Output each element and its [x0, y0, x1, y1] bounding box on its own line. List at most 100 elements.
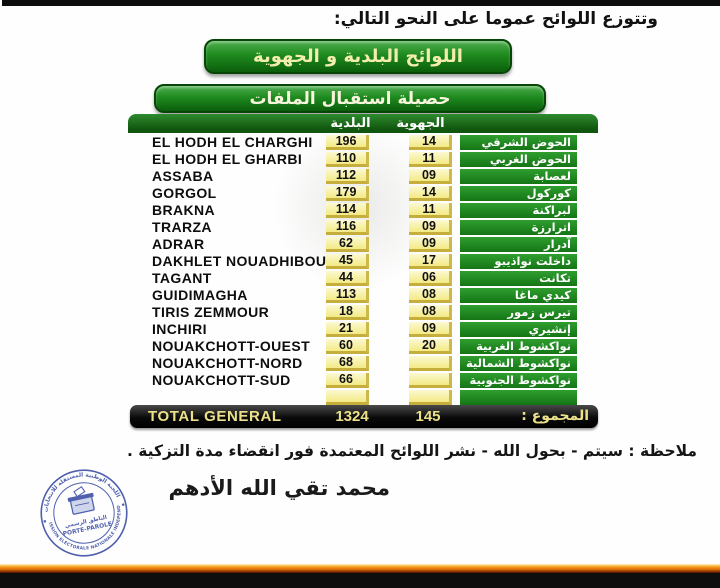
signature-name: محمد تقي الله الأدهم	[168, 476, 390, 500]
table-row: EL HODH EL CHARGHI 196 14 الحوض الشرقي	[130, 134, 600, 151]
jihawiya-count-cell	[409, 390, 452, 405]
ballot-box-icon	[67, 485, 95, 515]
region-name-latin: BRAKNA	[152, 202, 216, 218]
jihawiya-count-cell: 20	[409, 339, 452, 354]
jihawiya-count-cell: 11	[409, 152, 452, 167]
baladiya-count-cell: 113	[326, 288, 369, 303]
jihawiya-count-cell: 11	[409, 203, 452, 218]
note-text: ملاحظة : سيتم - بحول الله - نشر اللوائح …	[126, 442, 697, 460]
table-row: NOUAKCHOTT-SUD 66 نواكشوط الجنوبية	[130, 372, 600, 389]
table-row: DAKHLET NOUADHIBOU 45 17 داخلت نواذيبو	[130, 253, 600, 270]
total-label-arabic: المجموع :	[521, 408, 589, 424]
region-name-latin: TIRIS ZEMMOUR	[152, 304, 270, 320]
jihawiya-count-cell: 09	[409, 322, 452, 337]
baladiya-count-cell: 66	[326, 373, 369, 388]
intro-text: وتتوزع اللوائح عموما على النحو التالي:	[333, 9, 658, 29]
table-row: INCHIRI 21 09 إنشيري	[130, 321, 600, 338]
baladiya-count-cell	[326, 390, 369, 405]
bottom-black-bar	[0, 573, 720, 588]
jihawiya-count-cell: 09	[409, 237, 452, 252]
region-name-arabic: اترارزة	[460, 220, 577, 235]
baladiya-count-cell: 18	[326, 305, 369, 320]
baladiya-count-cell: 68	[326, 356, 369, 371]
region-name-arabic: كيدي ماغا	[460, 288, 577, 303]
official-stamp: اللجنة الوطنية المستقلة للانتخابات COMMI…	[28, 459, 130, 562]
top-border-bar	[2, 0, 720, 6]
table-row	[130, 389, 600, 406]
table-row: NOUAKCHOTT-OUEST 60 20 نواكشوط الغربية	[130, 338, 600, 355]
table-row: EL HODH EL GHARBI 110 11 الحوض الغربي	[130, 151, 600, 168]
banner-files-title-label: حصيلة استقبال الملفات	[249, 89, 451, 109]
baladiya-count-cell: 112	[326, 169, 369, 184]
region-name-latin: GUIDIMAGHA	[152, 287, 248, 303]
column-header-jihawiya: الجهوية	[396, 116, 445, 131]
region-name-latin: NOUAKCHOTT-OUEST	[152, 338, 311, 354]
region-name-arabic: كوركول	[460, 186, 577, 201]
region-name-latin: INCHIRI	[152, 321, 207, 337]
table-row: ASSABA 112 09 لعصابة	[130, 168, 600, 185]
region-name-arabic: لعصابة	[460, 169, 577, 184]
region-name-latin: TRARZA	[152, 219, 212, 235]
jihawiya-count-cell	[409, 373, 452, 388]
jihawiya-count-cell: 08	[409, 305, 452, 320]
region-name-latin: ADRAR	[152, 236, 205, 252]
baladiya-count-cell: 60	[326, 339, 369, 354]
bottom-orange-bar	[0, 564, 720, 573]
banner-files-title: حصيلة استقبال الملفات	[154, 84, 546, 113]
region-name-arabic: داخلت نواذيبو	[460, 254, 577, 269]
total-row: TOTAL GENERAL 1324 145 المجموع :	[130, 405, 598, 428]
region-name-arabic: إنشيري	[460, 322, 577, 337]
region-name-arabic	[460, 390, 577, 405]
region-name-arabic: لبراكنة	[460, 203, 577, 218]
total-jihawiya-value: 145	[415, 408, 441, 425]
table-row: TAGANT 44 06 تكانت	[130, 270, 600, 287]
baladiya-count-cell: 44	[326, 271, 369, 286]
region-name-latin: NOUAKCHOTT-NORD	[152, 355, 303, 371]
jihawiya-count-cell: 09	[409, 169, 452, 184]
jihawiya-count-cell: 06	[409, 271, 452, 286]
column-header-baladiya: البلدية	[330, 116, 371, 131]
baladiya-count-cell: 110	[326, 152, 369, 167]
total-label-latin: TOTAL GENERAL	[148, 408, 282, 425]
region-name-latin: NOUAKCHOTT-SUD	[152, 372, 291, 388]
baladiya-count-cell: 114	[326, 203, 369, 218]
baladiya-count-cell: 116	[326, 220, 369, 235]
baladiya-count-cell: 62	[326, 237, 369, 252]
region-name-arabic: آدرار	[460, 237, 577, 252]
stamp-seal: اللجنة الوطنية المستقلة للانتخابات COMMI…	[28, 459, 130, 562]
baladiya-count-cell: 21	[326, 322, 369, 337]
region-name-arabic: الحوض الغربي	[460, 152, 577, 167]
total-baladiya-value: 1324	[335, 408, 369, 425]
table-row: TIRIS ZEMMOUR 18 08 تيرس زمور	[130, 304, 600, 321]
region-name-latin: EL HODH EL GHARBI	[152, 151, 303, 167]
table-row: ADRAR 62 09 آدرار	[130, 236, 600, 253]
table-row: NOUAKCHOTT-NORD 68 نواكشوط الشمالية	[130, 355, 600, 372]
banner-lists-title: اللوائح البلدية و الجهوية	[204, 39, 512, 74]
table-row: BRAKNA 114 11 لبراكنة	[130, 202, 600, 219]
region-name-latin: TAGANT	[152, 270, 212, 286]
jihawiya-count-cell: 14	[409, 135, 452, 150]
table-header: البلدية الجهوية	[128, 114, 598, 133]
region-name-latin: ASSABA	[152, 168, 214, 184]
jihawiya-count-cell: 09	[409, 220, 452, 235]
jihawiya-count-cell: 08	[409, 288, 452, 303]
table-body: EL HODH EL CHARGHI 196 14 الحوض الشرقي EL HO…	[130, 134, 600, 406]
region-name-latin: GORGOL	[152, 185, 217, 201]
jihawiya-count-cell: 17	[409, 254, 452, 269]
region-name-arabic: نواكشوط الغربية	[460, 339, 577, 354]
baladiya-count-cell: 45	[326, 254, 369, 269]
banner-lists-title-label: اللوائح البلدية و الجهوية	[253, 46, 463, 67]
region-name-latin: EL HODH EL CHARGHI	[152, 134, 313, 150]
region-name-arabic: نواكشوط الشمالية	[460, 356, 577, 371]
region-name-latin: DAKHLET NOUADHIBOU	[152, 253, 327, 269]
region-name-arabic: نواكشوط الجنوبية	[460, 373, 577, 388]
jihawiya-count-cell: 14	[409, 186, 452, 201]
jihawiya-count-cell	[409, 356, 452, 371]
baladiya-count-cell: 196	[326, 135, 369, 150]
table-row: TRARZA 116 09 اترارزة	[130, 219, 600, 236]
table-row: GORGOL 179 14 كوركول	[130, 185, 600, 202]
region-name-arabic: الحوض الشرقي	[460, 135, 577, 150]
baladiya-count-cell: 179	[326, 186, 369, 201]
region-name-arabic: تيرس زمور	[460, 305, 577, 320]
